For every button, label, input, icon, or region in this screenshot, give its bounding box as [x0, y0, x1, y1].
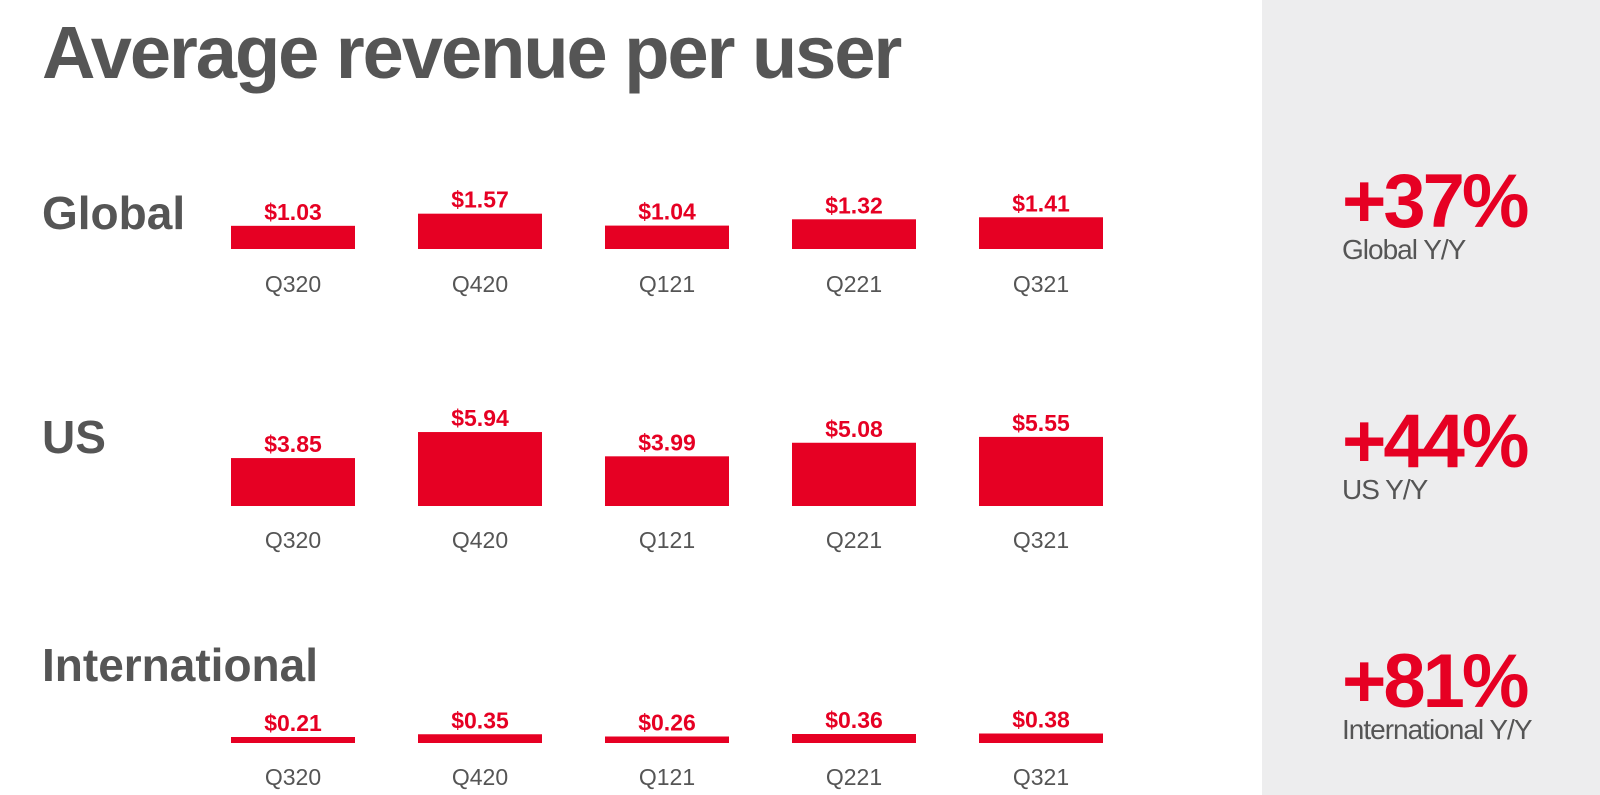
- bar-global-q320: [231, 225, 355, 249]
- page-title: Average revenue per user: [42, 11, 902, 94]
- kpi-us: +44% US Y/Y: [1342, 399, 1529, 505]
- data-label-international-q221: $0.36: [825, 707, 883, 733]
- bar-international-q321: [979, 733, 1103, 743]
- tick-label-us-q321: Q321: [1013, 527, 1069, 553]
- bar-global-q321: [979, 217, 1103, 249]
- bar-global-q420: [418, 213, 542, 249]
- tick-label-global-q320: Q320: [265, 271, 321, 297]
- kpi-international: +81% International Y/Y: [1342, 639, 1533, 745]
- tick-label-international-q321: Q321: [1013, 764, 1069, 790]
- bar-charts: $1.03 Q320 $1.57 Q420 $1.04 Q121 $1.32 Q221 $1.4…: [231, 187, 1103, 790]
- bar-international-q320: [231, 737, 355, 743]
- data-label-us-q321: $5.55: [1012, 410, 1070, 436]
- data-label-international-q420: $0.35: [451, 707, 509, 733]
- kpi-global: +37% Global Y/Y: [1342, 159, 1529, 265]
- data-label-global-q420: $1.57: [451, 187, 509, 213]
- tick-label-us-q320: Q320: [265, 527, 321, 553]
- tick-label-international-q221: Q221: [826, 764, 882, 790]
- bar-international-q420: [418, 734, 542, 743]
- data-label-us-q221: $5.08: [825, 416, 883, 442]
- bar-us-q121: [605, 456, 729, 506]
- bar-global-q221: [792, 219, 916, 249]
- tick-label-international-q420: Q420: [452, 764, 508, 790]
- data-label-global-q321: $1.41: [1012, 190, 1070, 216]
- tick-label-global-q321: Q321: [1013, 271, 1069, 297]
- tick-label-global-q121: Q121: [639, 271, 695, 297]
- data-label-global-q221: $1.32: [825, 192, 883, 218]
- kpi-international-label: International Y/Y: [1342, 714, 1533, 745]
- bar-international-q221: [792, 734, 916, 743]
- kpi-us-value: +44%: [1342, 399, 1529, 484]
- bar-international-q121: [605, 736, 729, 743]
- bar-global-q121: [605, 225, 729, 249]
- bar-us-q420: [418, 432, 542, 506]
- row-label-global: Global: [42, 187, 186, 239]
- data-label-global-q121: $1.04: [638, 199, 696, 225]
- data-label-international-q121: $0.26: [638, 710, 696, 736]
- data-label-us-q320: $3.85: [264, 431, 322, 457]
- kpi-global-value: +37%: [1342, 159, 1529, 244]
- tick-label-us-q121: Q121: [639, 527, 695, 553]
- data-label-global-q320: $1.03: [264, 199, 322, 225]
- tick-label-global-q221: Q221: [826, 271, 882, 297]
- kpi-international-value: +81%: [1342, 639, 1529, 724]
- tick-label-international-q121: Q121: [639, 764, 695, 790]
- kpi-global-label: Global Y/Y: [1342, 234, 1466, 265]
- bar-us-q321: [979, 436, 1103, 506]
- data-label-us-q121: $3.99: [638, 429, 696, 455]
- tick-label-us-q221: Q221: [826, 527, 882, 553]
- tick-label-global-q420: Q420: [452, 271, 508, 297]
- bar-us-q221: [792, 442, 916, 506]
- row-label-international: International: [42, 639, 319, 691]
- kpi-us-label: US Y/Y: [1342, 474, 1428, 505]
- data-label-international-q320: $0.21: [264, 710, 322, 736]
- data-label-us-q420: $5.94: [451, 405, 509, 431]
- kpi-side-panel: [1262, 0, 1600, 795]
- tick-label-us-q420: Q420: [452, 527, 508, 553]
- data-label-international-q321: $0.38: [1012, 707, 1070, 733]
- tick-label-international-q320: Q320: [265, 764, 321, 790]
- row-label-us: US: [42, 411, 106, 463]
- bar-us-q320: [231, 458, 355, 506]
